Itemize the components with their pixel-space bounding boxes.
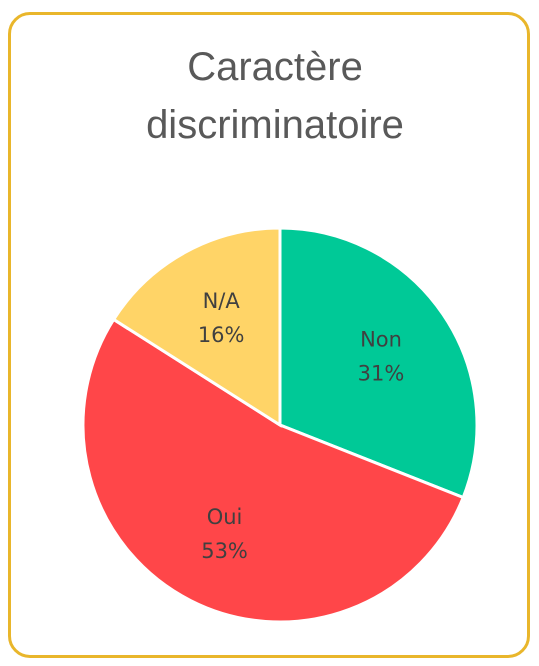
pie-slice — [111, 226, 282, 428]
slice-category-label: Non — [360, 327, 402, 351]
slice-category-label: Oui — [207, 505, 243, 529]
pie-slice — [278, 226, 479, 500]
chart-frame — [8, 12, 530, 658]
slice-value-label: 53% — [201, 539, 248, 563]
slice-value-label: 16% — [198, 323, 245, 347]
slice-category-label: N/A — [203, 289, 241, 313]
chart-title: Caractère discriminatoire — [146, 45, 404, 147]
slice-value-label: 31% — [358, 361, 405, 385]
pie-slice — [81, 317, 466, 624]
